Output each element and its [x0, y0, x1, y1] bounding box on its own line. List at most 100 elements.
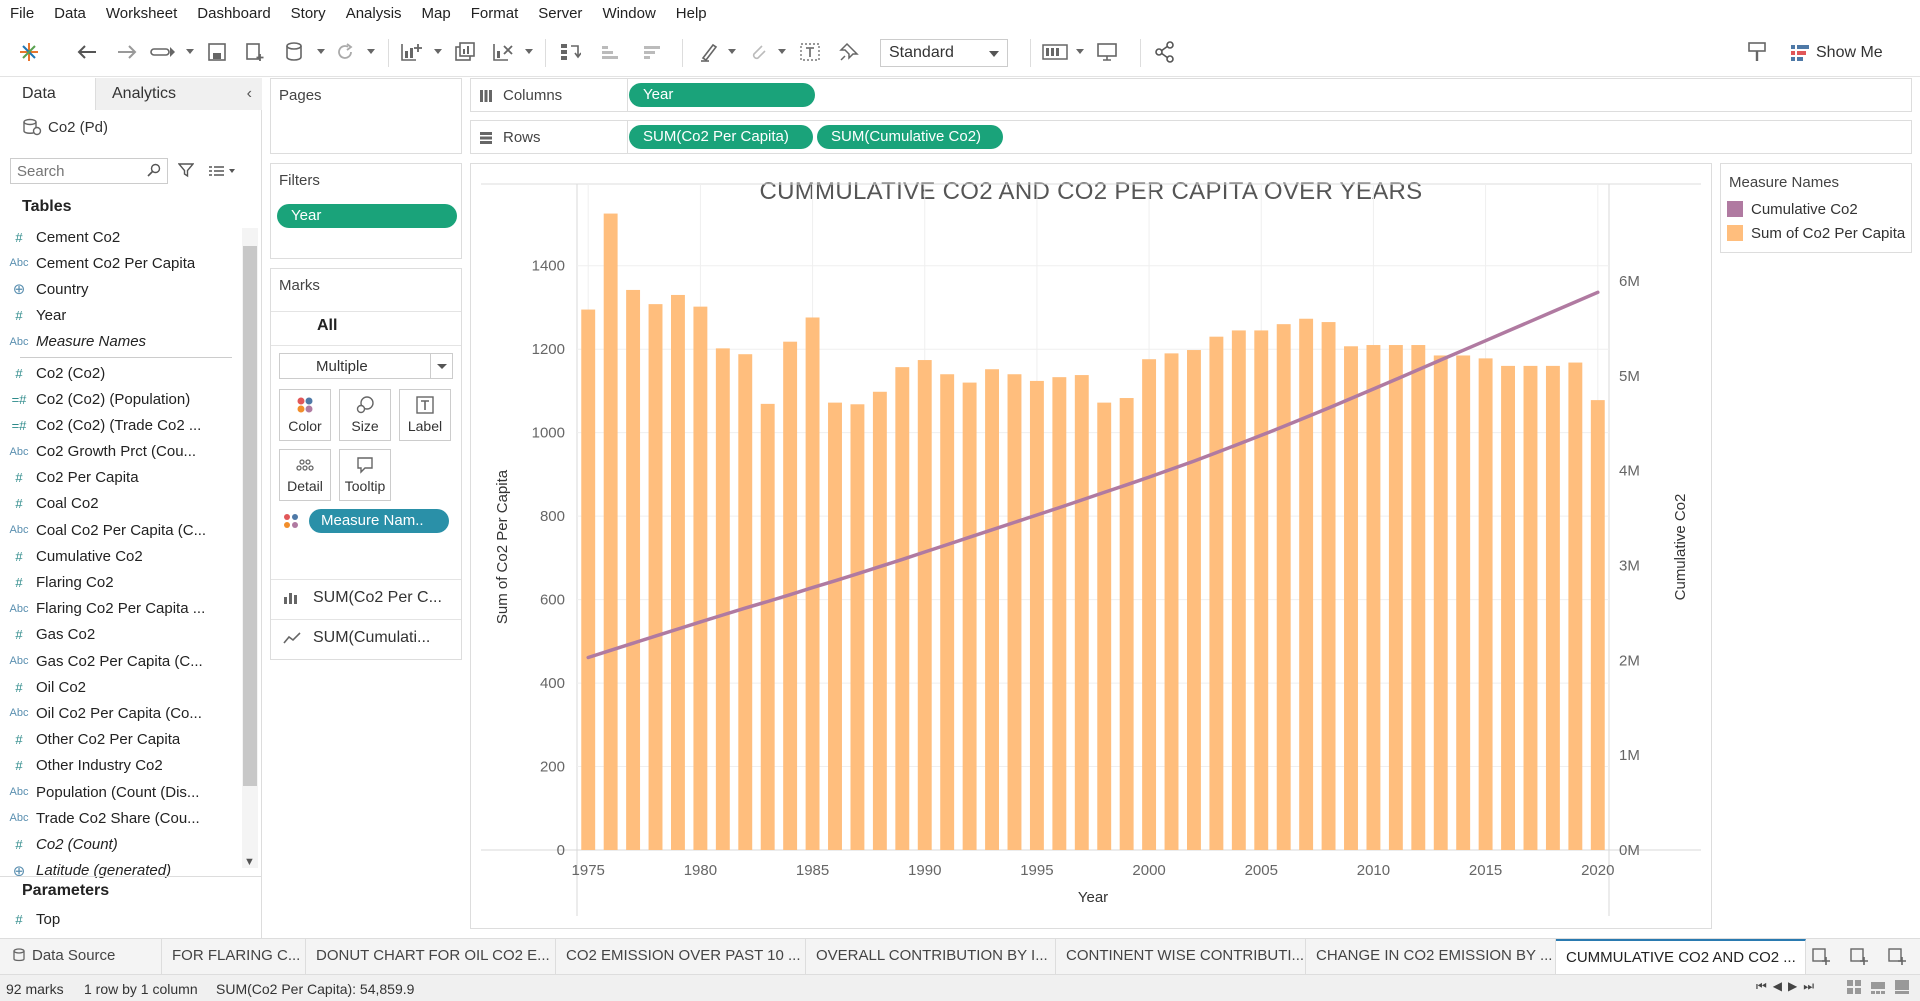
bar[interactable]	[985, 369, 999, 850]
bar[interactable]	[1254, 330, 1269, 850]
field-item[interactable]: ⊕ Country	[0, 276, 240, 302]
duplicate-sheet-icon[interactable]	[452, 39, 478, 65]
search-input[interactable]	[17, 163, 147, 180]
new-dashboard-icon[interactable]	[1850, 948, 1868, 970]
bar[interactable]	[1142, 359, 1157, 850]
database-icon[interactable]	[282, 39, 308, 65]
bar[interactable]	[1007, 374, 1022, 850]
field-item[interactable]: # Cumulative Co2	[0, 543, 240, 569]
show-cards-dropdown-icon[interactable]	[1076, 49, 1084, 54]
field-item[interactable]: # Gas Co2	[0, 622, 240, 648]
menu-map[interactable]: Map	[421, 5, 451, 22]
highlight-icon[interactable]	[696, 39, 722, 65]
bar[interactable]	[1456, 355, 1471, 850]
new-worksheet-icon[interactable]	[398, 39, 424, 65]
bar[interactable]	[1074, 375, 1089, 850]
format-painter-icon[interactable]	[1744, 39, 1770, 65]
bar[interactable]	[1478, 358, 1493, 850]
menu-server[interactable]: Server	[538, 5, 583, 22]
bar[interactable]	[1411, 345, 1426, 850]
save-icon[interactable]	[204, 39, 230, 65]
field-item[interactable]: Abc Co2 Growth Prct (Cou...	[0, 439, 240, 465]
menu-dashboard[interactable]: Dashboard	[197, 5, 271, 22]
sheet-tab[interactable]: CONTINENT WISE CONTRIBUTI...	[1056, 939, 1306, 975]
color-button[interactable]: Color	[279, 389, 331, 441]
sort-ascending-icon[interactable]	[598, 39, 624, 65]
bar[interactable]	[1523, 365, 1538, 850]
bar[interactable]	[626, 289, 641, 850]
size-button[interactable]: Size	[339, 389, 391, 441]
field-item[interactable]: # Other Co2 Per Capita	[0, 727, 240, 753]
field-item[interactable]: Abc Oil Co2 Per Capita (Co...	[0, 700, 240, 726]
clear-dropdown-icon[interactable]	[525, 49, 533, 54]
pages-card[interactable]: Pages	[270, 78, 462, 154]
filmstrip-view-icon[interactable]	[1870, 979, 1886, 998]
sheet-tab[interactable]: FOR FLARING C...	[162, 939, 306, 975]
field-list-scroll-thumb[interactable]	[243, 246, 257, 786]
field-item[interactable]: =# Co2 (Co2) (Trade Co2 ...	[0, 412, 240, 438]
bar[interactable]	[603, 213, 618, 851]
bar[interactable]	[1164, 353, 1179, 850]
highlight-dropdown-icon[interactable]	[728, 49, 736, 54]
new-worksheet-dropdown-icon[interactable]	[434, 49, 442, 54]
menu-worksheet[interactable]: Worksheet	[105, 5, 178, 22]
fit-select[interactable]: Standard	[880, 39, 1008, 67]
menu-data[interactable]: Data	[54, 5, 86, 22]
bar[interactable]	[850, 404, 865, 850]
field-item[interactable]: # Year	[0, 303, 240, 329]
columns-shelf[interactable]: Columns Year	[470, 78, 1912, 112]
bar[interactable]	[715, 348, 730, 850]
new-story-icon[interactable]	[1888, 948, 1906, 970]
bar[interactable]	[760, 403, 775, 850]
tableau-logo-icon[interactable]	[16, 39, 42, 65]
bar[interactable]	[1388, 345, 1403, 850]
group-dropdown-icon[interactable]	[778, 49, 786, 54]
detail-button[interactable]: Detail	[279, 449, 331, 501]
bar[interactable]	[1209, 336, 1224, 850]
bar[interactable]	[1029, 380, 1044, 850]
menu-format[interactable]: Format	[470, 5, 519, 22]
sheet-tab[interactable]: CUMMULATIVE CO2 AND CO2 ...	[1556, 939, 1806, 975]
color-pill-measure-names[interactable]: Measure Nam..	[309, 509, 449, 533]
filters-card[interactable]: Filters Year	[270, 163, 462, 259]
bar[interactable]	[1366, 345, 1381, 850]
sheet-nav-icons[interactable]: ⏮◀▶⏭	[1756, 979, 1821, 993]
field-item[interactable]: Abc Trade Co2 Share (Cou...	[0, 805, 240, 831]
search-field[interactable]	[10, 158, 168, 184]
bar[interactable]	[671, 294, 685, 850]
field-item[interactable]: Abc Measure Names	[0, 329, 240, 355]
sheet-tab[interactable]: OVERALL CONTRIBUTION BY I...	[806, 939, 1056, 975]
field-item[interactable]: Abc Cement Co2 Per Capita	[0, 250, 240, 276]
field-item[interactable]: # Co2 Per Capita	[0, 465, 240, 491]
show-me-button[interactable]: Show Me	[1790, 39, 1883, 67]
swap-rows-columns-icon[interactable]	[557, 39, 583, 65]
field-item[interactable]: # Cement Co2	[0, 224, 240, 250]
marks-all-tab[interactable]: All	[317, 317, 338, 334]
replay-icon[interactable]	[150, 39, 176, 65]
show-mark-labels-icon[interactable]	[797, 39, 823, 65]
menu-window[interactable]: Window	[602, 5, 656, 22]
replay-dropdown-icon[interactable]	[186, 49, 194, 54]
rows-pill-co2-per-capita[interactable]: SUM(Co2 Per Capita)	[629, 125, 813, 149]
bar[interactable]	[917, 360, 932, 850]
menu-analysis[interactable]: Analysis	[345, 5, 402, 22]
bar[interactable]	[1187, 350, 1201, 850]
show-cards-icon[interactable]	[1042, 39, 1068, 65]
legend-item-cumulative-co2[interactable]: Cumulative Co2	[1727, 198, 1858, 220]
datasource-row[interactable]: Co2 (Pd)	[22, 118, 108, 136]
bar[interactable]	[648, 304, 663, 850]
bar[interactable]	[1052, 377, 1067, 850]
sheet-sorter-view-icon[interactable]	[1846, 979, 1862, 998]
field-item[interactable]: =# Co2 (Co2) (Population)	[0, 386, 240, 412]
menu-story[interactable]: Story	[290, 5, 326, 22]
bar[interactable]	[738, 354, 753, 850]
field-item[interactable]: # Coal Co2	[0, 491, 240, 517]
rows-pill-cumulative-co2[interactable]: SUM(Cumulative Co2)	[817, 125, 1003, 149]
rows-shelf[interactable]: Rows SUM(Co2 Per Capita) SUM(Cumulative …	[470, 120, 1912, 154]
bar[interactable]	[1299, 318, 1314, 850]
bar[interactable]	[872, 391, 887, 850]
chart-view[interactable]: CUMMULATIVE CO2 AND CO2 PER CAPITA OVER …	[470, 163, 1712, 929]
cumulative-line[interactable]	[586, 290, 1600, 660]
bar[interactable]	[805, 317, 820, 850]
columns-pill-year[interactable]: Year	[629, 83, 815, 107]
